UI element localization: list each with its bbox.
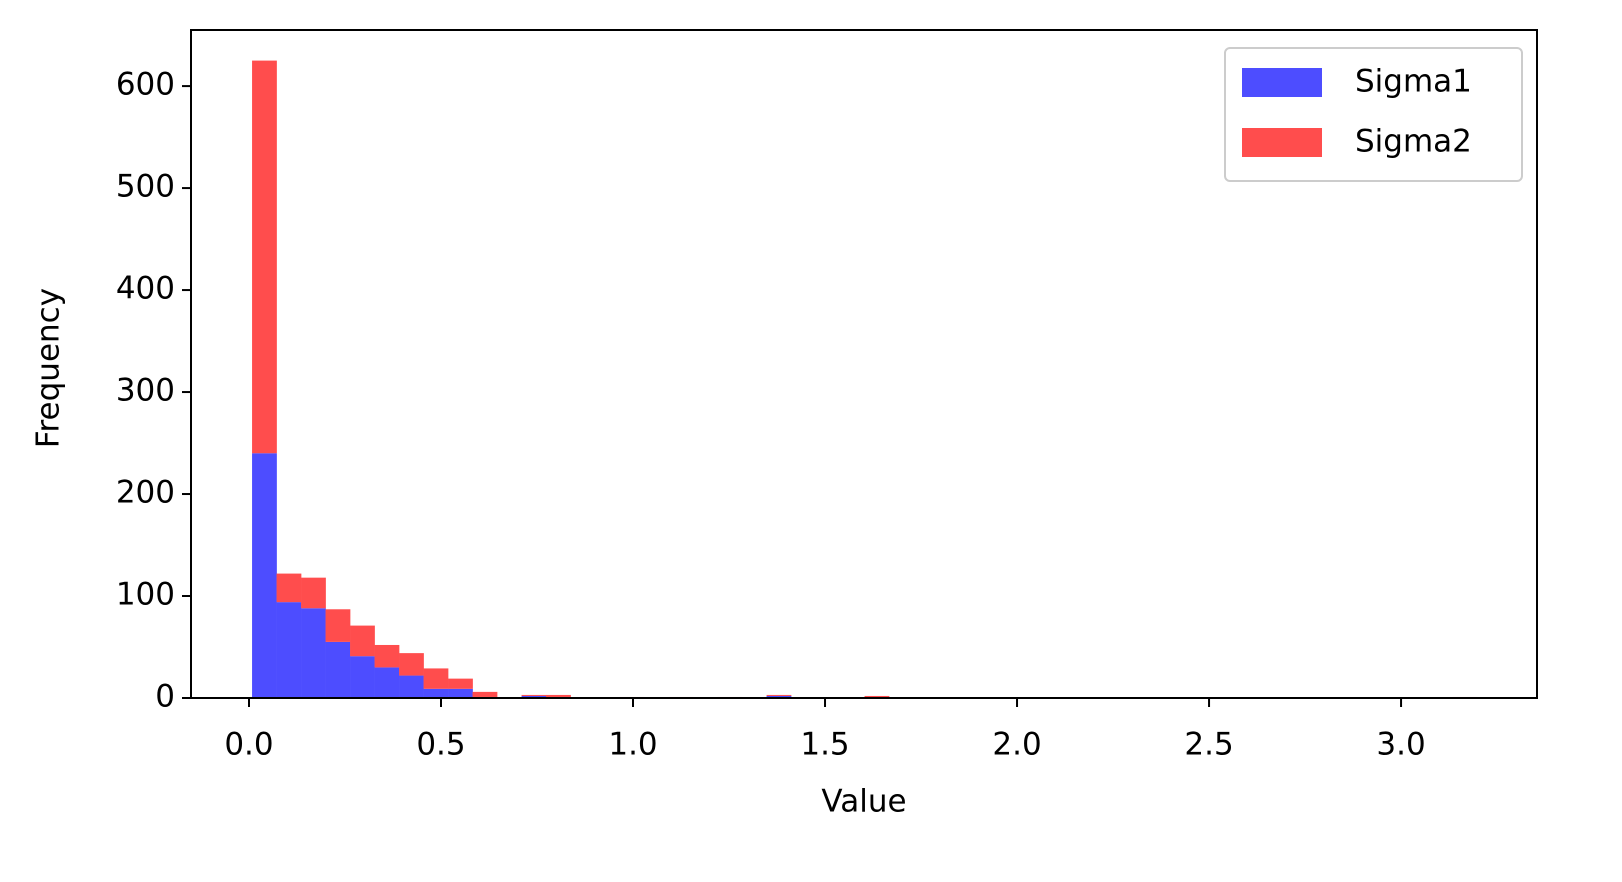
legend-swatch xyxy=(1242,128,1322,157)
x-axis-label: Value xyxy=(821,784,906,820)
bar xyxy=(252,60,277,454)
bar xyxy=(276,573,302,603)
bar xyxy=(276,602,302,698)
x-tick-label: 1.0 xyxy=(608,727,657,763)
bar xyxy=(301,608,326,698)
legend-label: Sigma1 xyxy=(1355,64,1472,100)
bar xyxy=(472,691,498,697)
bar xyxy=(374,644,400,668)
bar xyxy=(766,694,792,696)
y-tick-label: 200 xyxy=(116,475,175,511)
x-tick-label: 2.5 xyxy=(1184,727,1233,763)
legend-swatch xyxy=(1242,68,1322,97)
bar xyxy=(448,678,473,689)
bar xyxy=(325,609,351,642)
bar xyxy=(374,667,400,698)
bar xyxy=(350,656,375,698)
y-tick-label: 600 xyxy=(116,67,175,103)
bar xyxy=(423,668,449,689)
y-tick-label: 300 xyxy=(116,373,175,409)
x-tick-label: 0.0 xyxy=(224,727,273,763)
plot-frame xyxy=(190,29,1538,699)
bar xyxy=(864,695,890,698)
x-tick-label: 2.0 xyxy=(992,727,1041,763)
x-tick-label: 1.5 xyxy=(800,727,849,763)
bar xyxy=(399,675,424,698)
bar xyxy=(546,694,571,697)
y-tick-label: 400 xyxy=(116,271,175,307)
bar xyxy=(766,695,792,698)
legend-label: Sigma2 xyxy=(1355,124,1472,160)
y-tick-label: 500 xyxy=(116,169,175,205)
bar xyxy=(521,694,547,696)
y-axis-label: Frequency xyxy=(31,288,67,448)
bar xyxy=(325,641,351,698)
x-tick-label: 0.5 xyxy=(416,727,465,763)
bar xyxy=(423,688,449,698)
bar xyxy=(448,688,473,698)
bar xyxy=(521,695,547,698)
y-tick-label: 100 xyxy=(116,577,175,613)
bar xyxy=(301,577,326,609)
bar xyxy=(350,625,375,657)
bar xyxy=(252,453,277,698)
bar xyxy=(399,653,424,676)
x-tick-label: 3.0 xyxy=(1376,727,1425,763)
y-tick-label: 0 xyxy=(155,679,175,715)
